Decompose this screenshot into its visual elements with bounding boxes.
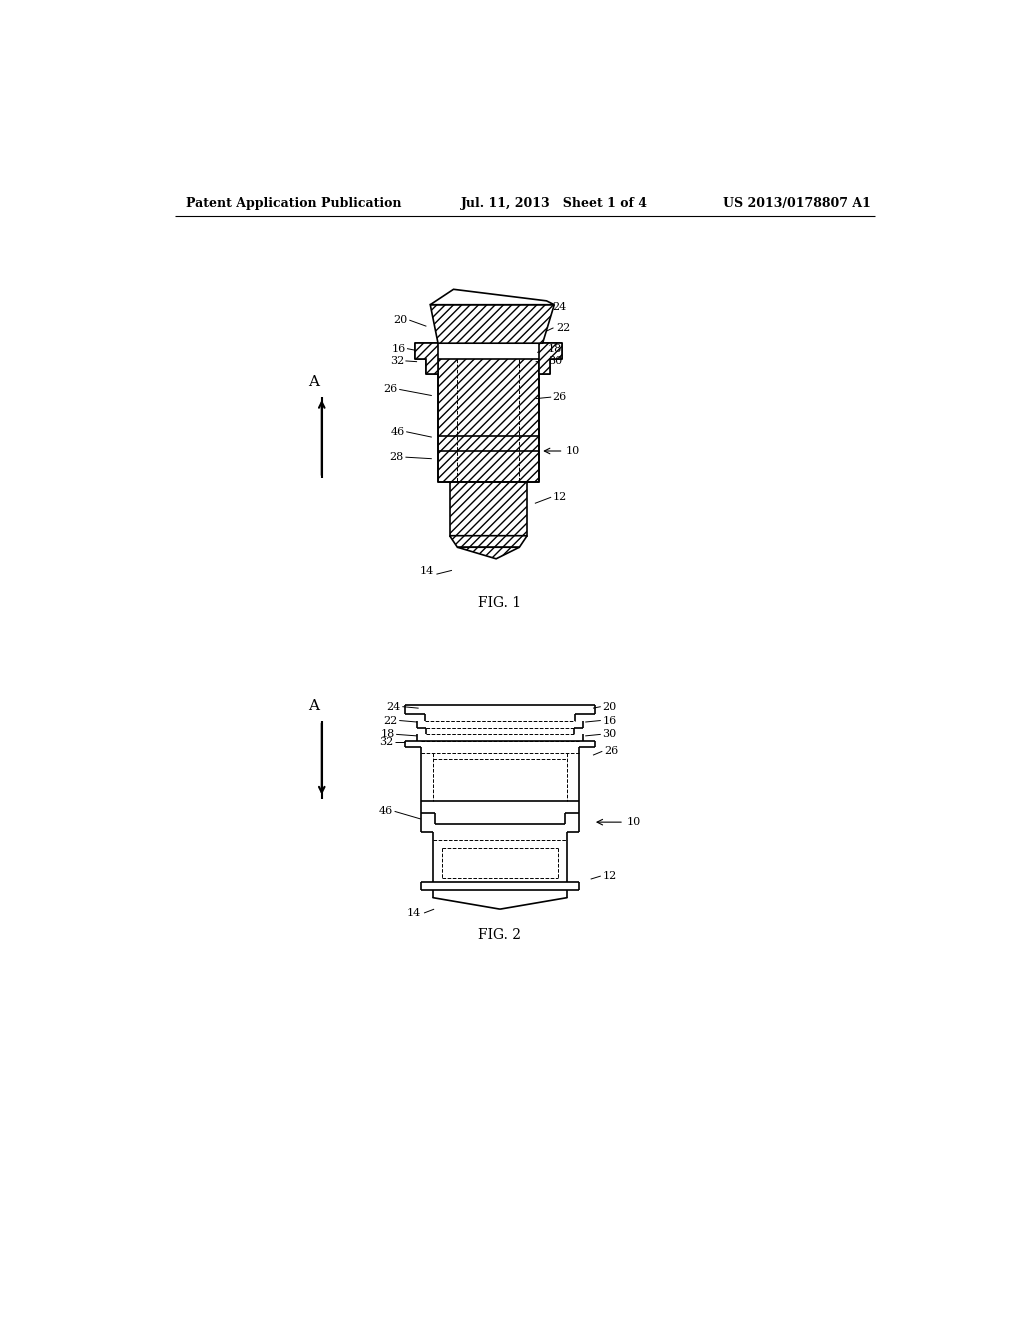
Text: Jul. 11, 2013   Sheet 1 of 4: Jul. 11, 2013 Sheet 1 of 4 xyxy=(461,197,648,210)
Polygon shape xyxy=(415,343,438,374)
Text: 18: 18 xyxy=(380,730,394,739)
Text: 26: 26 xyxy=(604,746,618,756)
Text: US 2013/0178807 A1: US 2013/0178807 A1 xyxy=(723,197,870,210)
Text: 10: 10 xyxy=(566,446,581,455)
Text: 16: 16 xyxy=(602,715,616,726)
Text: 46: 46 xyxy=(390,426,404,437)
Polygon shape xyxy=(539,343,562,374)
Text: 26: 26 xyxy=(383,384,397,395)
Text: 24: 24 xyxy=(553,302,567,312)
Text: 12: 12 xyxy=(553,492,567,502)
Text: 32: 32 xyxy=(379,737,393,747)
Text: 46: 46 xyxy=(379,807,393,816)
Text: 12: 12 xyxy=(602,871,616,880)
Text: 22: 22 xyxy=(383,715,397,726)
Text: 30: 30 xyxy=(602,730,616,739)
Bar xyxy=(423,305,554,566)
Text: 20: 20 xyxy=(602,702,616,711)
Bar xyxy=(438,359,539,482)
Text: 28: 28 xyxy=(390,453,403,462)
Text: 14: 14 xyxy=(407,908,421,917)
Polygon shape xyxy=(450,536,527,548)
Text: 10: 10 xyxy=(627,817,641,828)
Text: 14: 14 xyxy=(420,566,434,576)
Text: A: A xyxy=(308,698,319,713)
Text: 26: 26 xyxy=(553,392,567,403)
Text: 16: 16 xyxy=(391,343,406,354)
Text: Patent Application Publication: Patent Application Publication xyxy=(186,197,401,210)
Text: 18: 18 xyxy=(548,345,562,354)
Text: FIG. 2: FIG. 2 xyxy=(478,928,521,942)
Text: 20: 20 xyxy=(393,315,407,325)
Text: 30: 30 xyxy=(548,356,562,366)
Polygon shape xyxy=(430,289,554,305)
Text: A: A xyxy=(308,375,319,389)
Text: 22: 22 xyxy=(556,323,570,333)
Polygon shape xyxy=(430,305,554,343)
Text: 32: 32 xyxy=(390,356,403,366)
Text: FIG. 1: FIG. 1 xyxy=(478,595,521,610)
Polygon shape xyxy=(458,548,519,558)
Text: 24: 24 xyxy=(386,702,400,711)
Bar xyxy=(450,482,527,536)
